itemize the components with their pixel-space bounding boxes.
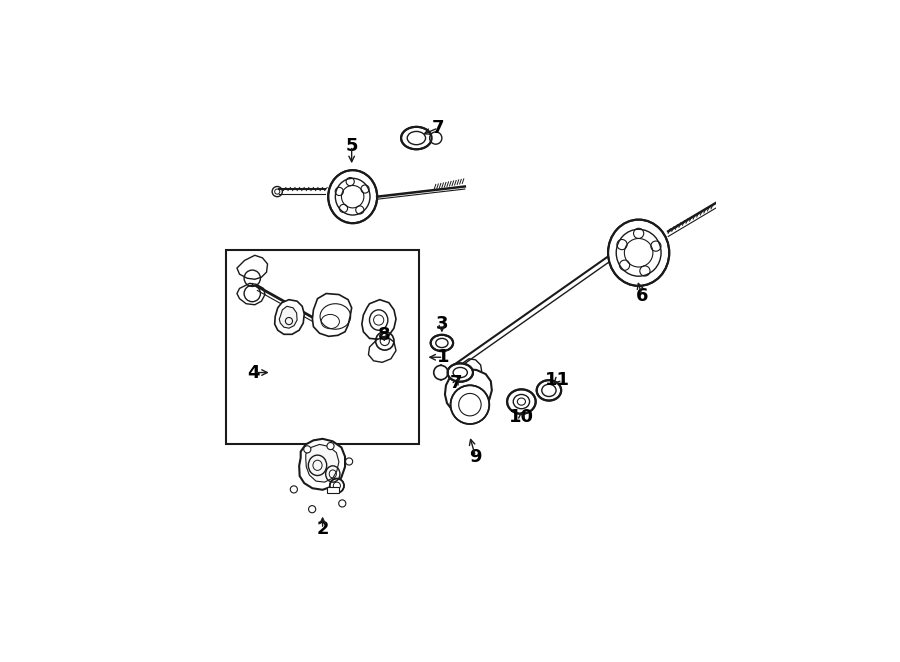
- Text: 8: 8: [377, 326, 390, 344]
- Text: 7: 7: [450, 374, 463, 392]
- Polygon shape: [279, 307, 297, 328]
- Circle shape: [338, 500, 346, 507]
- Text: 4: 4: [247, 363, 259, 381]
- Bar: [226, 250, 419, 444]
- Polygon shape: [237, 283, 265, 305]
- Text: 11: 11: [544, 371, 570, 389]
- Polygon shape: [274, 300, 304, 334]
- Ellipse shape: [401, 127, 432, 149]
- Text: 6: 6: [636, 287, 649, 305]
- Polygon shape: [362, 300, 396, 340]
- Ellipse shape: [608, 220, 670, 286]
- Text: 1: 1: [437, 348, 450, 366]
- Text: 7: 7: [432, 119, 445, 137]
- Circle shape: [327, 442, 334, 449]
- Ellipse shape: [431, 335, 453, 351]
- Text: 3: 3: [436, 315, 448, 333]
- Polygon shape: [237, 256, 267, 279]
- Text: 10: 10: [508, 408, 534, 426]
- Polygon shape: [312, 293, 352, 336]
- Ellipse shape: [507, 389, 536, 414]
- Text: 9: 9: [469, 448, 482, 465]
- Polygon shape: [306, 444, 339, 482]
- Polygon shape: [368, 337, 396, 362]
- Text: 5: 5: [346, 137, 358, 155]
- Bar: [327, 487, 339, 493]
- Circle shape: [346, 458, 353, 465]
- Circle shape: [303, 446, 310, 453]
- Circle shape: [429, 132, 442, 144]
- Polygon shape: [445, 369, 491, 415]
- Circle shape: [309, 506, 316, 513]
- Ellipse shape: [536, 380, 562, 401]
- Circle shape: [291, 486, 297, 493]
- Ellipse shape: [451, 385, 490, 424]
- Text: 2: 2: [317, 520, 328, 538]
- Polygon shape: [299, 439, 345, 490]
- Ellipse shape: [328, 170, 377, 223]
- Circle shape: [434, 365, 448, 380]
- Circle shape: [329, 479, 344, 493]
- Ellipse shape: [447, 363, 473, 382]
